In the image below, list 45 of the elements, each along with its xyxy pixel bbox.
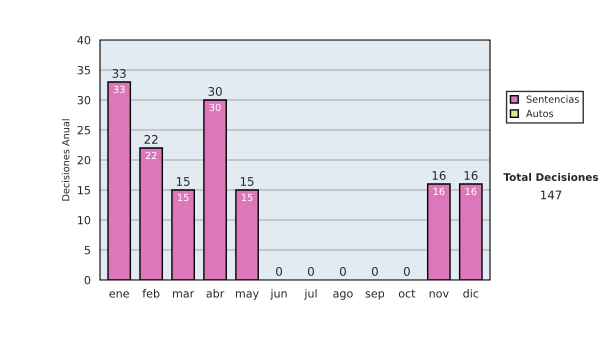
y-tick-label: 35 xyxy=(78,66,90,74)
x-tick-label: mar xyxy=(173,291,194,298)
y-tick-label: 5 xyxy=(84,246,90,254)
x-tick-label: sep xyxy=(366,291,384,300)
x-tick-label: ene xyxy=(109,291,129,298)
x-tick-label: feb xyxy=(142,289,160,298)
x-tick-label: ago xyxy=(333,291,353,300)
data-label: 16 xyxy=(434,188,444,196)
data-label: 16 xyxy=(466,188,476,196)
x-tick-label: jul xyxy=(304,289,317,300)
total-label: 0 xyxy=(276,266,282,276)
total-label: 16 xyxy=(464,170,478,180)
x-tick-label: oct xyxy=(398,290,416,298)
y-tick-label: 10 xyxy=(78,216,90,224)
total-label: 33 xyxy=(112,68,126,78)
total-label: 22 xyxy=(144,134,158,144)
total-label: 0 xyxy=(340,266,346,276)
y-tick-label: 25 xyxy=(78,126,90,134)
text: 147 xyxy=(541,190,562,200)
data-label: 22 xyxy=(146,152,156,159)
total-label: 15 xyxy=(240,177,254,186)
y-tick-label: 20 xyxy=(78,156,90,164)
total-label: 0 xyxy=(372,266,378,276)
data-label: 30 xyxy=(210,104,221,112)
x-tick-label: may xyxy=(236,291,259,300)
data-label: 15 xyxy=(178,194,188,202)
total-label: 0 xyxy=(404,266,410,276)
total-label: 15 xyxy=(176,177,190,186)
legend-label: Autos xyxy=(526,110,554,118)
x-tick-label: abr xyxy=(206,289,224,298)
y-tick-label: 15 xyxy=(78,186,90,194)
total-label: 16 xyxy=(432,170,446,180)
total-label: 30 xyxy=(208,86,222,96)
y-tick-label: 30 xyxy=(78,96,90,104)
y-tick-label: 0 xyxy=(84,276,90,284)
x-tick-label: nov xyxy=(430,291,449,298)
y-tick-label: 40 xyxy=(77,36,90,44)
total-label: 0 xyxy=(308,266,314,276)
data-label: 15 xyxy=(242,194,252,202)
y-axis-title: Decisiones Anual xyxy=(62,119,70,201)
x-tick-label: dic xyxy=(463,289,478,298)
text: Total Decisiones xyxy=(503,172,598,182)
data-label: 33 xyxy=(114,86,125,94)
legend-label: Sentencias xyxy=(526,95,579,103)
x-tick-label: jun xyxy=(270,289,287,300)
